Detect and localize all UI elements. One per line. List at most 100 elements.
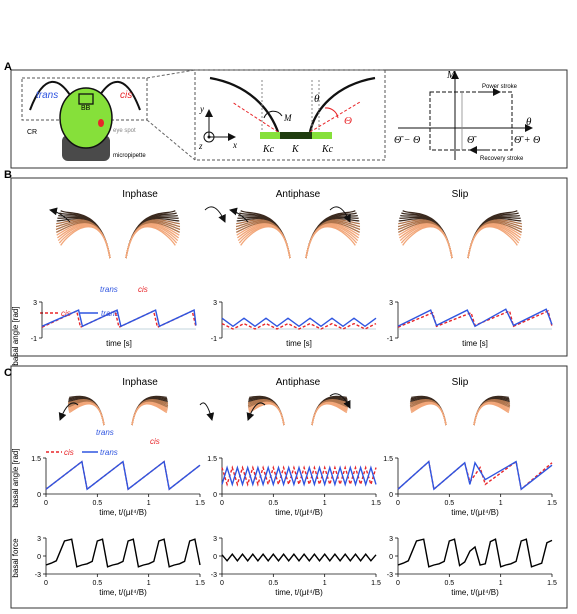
series-line-cis (221, 465, 377, 487)
label-eye-spot: eye spot (113, 128, 136, 134)
stroke-direction-arrow (204, 206, 226, 223)
stroke-direction-arrow (329, 206, 351, 223)
y-tick-label: 3 (213, 300, 217, 307)
symbol-kc-left: Kc (262, 144, 275, 155)
model-box (194, 69, 386, 161)
c-inphase-fan-left-strand (68, 401, 105, 426)
c-inphase-fan-left-strand (68, 403, 105, 426)
label-bb: BB (81, 105, 91, 112)
x-axis-label: time, t/(μℓ⁴/B) (451, 588, 499, 597)
b-slip-fan-left-strand (402, 226, 453, 259)
flagellum-trans (29, 80, 71, 111)
c-slip-fan-right-strand (473, 403, 510, 426)
x-axis-label: time, t/(μℓ⁴/B) (275, 588, 323, 597)
b-slip-fan-left (397, 210, 453, 259)
panel-c-label: C (4, 367, 12, 379)
c-slip-fan-left-strand (409, 401, 447, 426)
y-tick-label: 3 (33, 300, 37, 307)
series-line-trans (45, 460, 201, 491)
stroke-graph: M θ Power stroke Recovery stroke Θ̄ − Θ … (394, 70, 540, 162)
c-inphase-fan-left (67, 395, 105, 426)
y-tick-label: 3 (389, 536, 393, 543)
x-tick-label: 0 (44, 580, 48, 587)
y-tick-label: 0 (213, 554, 217, 561)
x-axis-label: time [s] (106, 339, 132, 348)
axis-x-label: x (232, 140, 237, 150)
x-tick-label: 0 (396, 580, 400, 587)
symbol-big-theta: Θ (344, 115, 352, 127)
panel-b: B Inphase Antiphase Slip trans cis basal… (4, 169, 568, 366)
panel-c-ylabel-angle: basal angle [rad] (11, 448, 20, 507)
chart-C-antiphase-angle: 1.5 00 0.5 1 1.5 time, t/(μℓ⁴/B) (207, 456, 381, 517)
y-tick-label: 3 (37, 536, 41, 543)
x-tick-label: 0.5 (444, 580, 454, 587)
panel-c-flagella (58, 393, 511, 426)
panel-b-title-slip: Slip (452, 189, 469, 200)
x-tick-label: 0 (220, 580, 224, 587)
x-tick-label: 0 (44, 500, 48, 507)
b-slip-fan-right (467, 210, 523, 259)
series-line-force (221, 553, 377, 562)
y-tick-label: -1 (211, 336, 217, 343)
series-line-trans (397, 460, 553, 491)
symbol-theta: θ (314, 93, 320, 105)
b-antiphase-fan-right-strand (305, 226, 356, 259)
c-antiphase-fan-right (311, 395, 349, 426)
panel-a-border (10, 69, 568, 169)
panel-c-legend: cis trans (46, 448, 118, 457)
label-micropipette: micropipette (113, 153, 146, 159)
c-slip-fan-left-strand (410, 401, 447, 426)
chart-B-slip: 3 -1 time [s] (387, 300, 553, 348)
chart-C-slip-angle: 1.5 00 0.5 1 1.5 time, t/(μℓ⁴/B) (383, 456, 557, 517)
panel-b-ylabel: basal angle [rad] (11, 306, 20, 365)
x-axis-label: time, t/(μℓ⁴/B) (451, 508, 499, 517)
tick-right-label: Θ̄ + Θ (514, 135, 540, 146)
y-tick-label: -3 (35, 572, 41, 579)
panel-c-trans-label: trans (96, 428, 114, 437)
recovery-stroke-label: Recovery stroke (480, 156, 524, 162)
x-axis-label: time [s] (286, 339, 312, 348)
c-inphase-fan-left-strand (67, 401, 105, 426)
y-tick-label: -1 (31, 336, 37, 343)
theta-arc (324, 107, 339, 119)
eye-spot-shape (98, 119, 104, 127)
zoom-box (21, 77, 148, 121)
panel-c-cis-label: cis (150, 437, 160, 446)
x-tick-label: 0.5 (268, 580, 278, 587)
b-inphase-fan-right-strand (125, 226, 176, 259)
c-slip-fan-right-strand (473, 401, 511, 426)
x-tick-label: 1 (323, 500, 327, 507)
y-tick-label: -3 (211, 572, 217, 579)
c-antiphase-fan-right-strand (311, 401, 348, 426)
model-flagellum-right (308, 76, 376, 133)
x-axis-label: time, t/(μℓ⁴/B) (275, 508, 323, 517)
panel-c-title-antiphase: Antiphase (276, 377, 321, 388)
c-slip-fan-left-strand (410, 403, 447, 426)
y-tick-label: 1.5 (383, 456, 393, 463)
c-antiphase-fan-right-strand (311, 403, 348, 426)
y-tick-label: 0 (389, 554, 393, 561)
panel-c-title-inphase: Inphase (122, 377, 158, 388)
x-tick-label: 0.5 (92, 580, 102, 587)
y-tick-label: 1.5 (31, 456, 41, 463)
x-tick-label: 0.5 (444, 500, 454, 507)
b-antiphase-fan-right (305, 210, 361, 259)
cell-body (59, 87, 113, 149)
flagellum-cis (99, 80, 141, 111)
label-cis: cis (120, 90, 132, 101)
series-line-trans (221, 465, 377, 487)
b-antiphase-fan-left-strand (240, 226, 291, 259)
x-tick-label: 0 (396, 500, 400, 507)
series-line-cis (45, 460, 201, 491)
label-cr: CR (27, 129, 37, 136)
series-line-cis (221, 322, 377, 330)
panel-b-title-antiphase: Antiphase (276, 189, 321, 200)
x-tick-label: 1 (499, 580, 503, 587)
panel-c: C Inphase Antiphase Slip trans cis basal… (4, 365, 568, 609)
c-inphase-fan-right (131, 395, 169, 426)
panel-b-title-inphase: Inphase (122, 189, 158, 200)
